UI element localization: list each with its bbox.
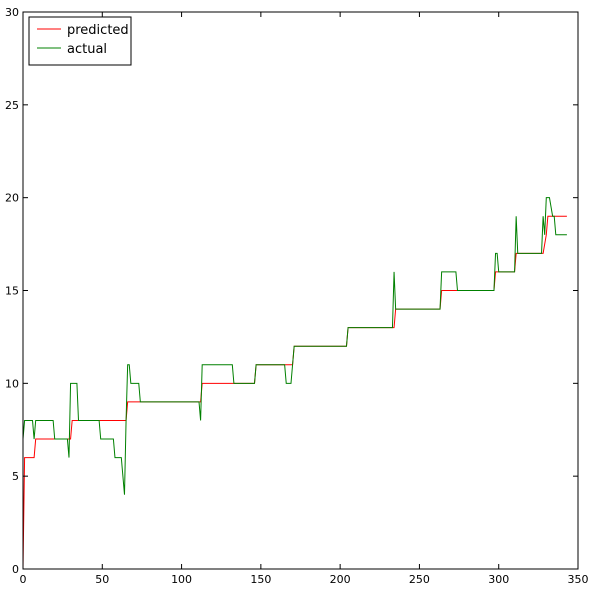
legend-box <box>28 16 132 66</box>
plot-frame <box>22 11 579 570</box>
series-layer <box>22 197 567 570</box>
x-tick-label: 200 <box>330 573 351 586</box>
y-tick-label: 15 <box>5 285 19 298</box>
y-tick-label: 10 <box>5 377 19 390</box>
ticks-layer: 0 50 100 150 200 250 300 350 0 5 10 15 20 25 30 <box>5 6 589 586</box>
legend: predicted actual <box>28 16 132 66</box>
y-tick-label: 5 <box>12 470 19 483</box>
x-tick-label: 300 <box>488 573 509 586</box>
x-tick-label: 0 <box>20 573 27 586</box>
x-tick-label: 50 <box>95 573 109 586</box>
x-tick-label: 350 <box>568 573 589 586</box>
x-tick-label: 250 <box>409 573 430 586</box>
legend-label-predicted: predicted <box>67 23 129 38</box>
x-tick-label: 150 <box>250 573 271 586</box>
y-tick-label: 30 <box>5 6 19 19</box>
legend-label-actual: actual <box>67 42 107 57</box>
series-line-actual <box>22 197 567 495</box>
x-tick-label: 100 <box>171 573 192 586</box>
y-tick-label: 20 <box>5 192 19 205</box>
y-tick-label: 25 <box>5 99 19 112</box>
y-tick-label: 0 <box>12 563 19 576</box>
